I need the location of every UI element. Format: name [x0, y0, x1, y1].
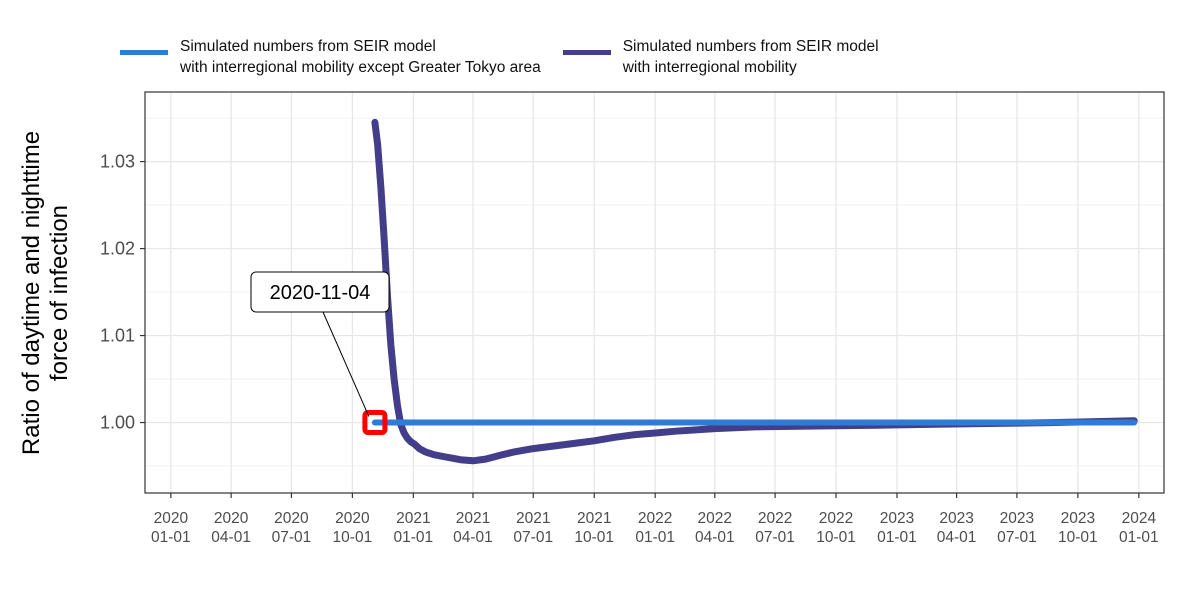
x-tick-label: 2020 04-01: [211, 510, 251, 546]
annotation-marker: [362, 410, 388, 436]
x-tick-label: 2024 01-01: [1119, 510, 1159, 546]
x-tick-label: 2022 10-01: [816, 510, 856, 546]
x-tick-label: 2023 10-01: [1058, 510, 1098, 546]
x-tick-label: 2021 10-01: [574, 510, 614, 546]
legend-item-except-tokyo: Simulated numbers from SEIR model with i…: [120, 36, 541, 78]
legend-key-except-tokyo: [120, 50, 168, 55]
series-line-full-mobility: [371, 118, 1138, 465]
x-tick-label: 2020 01-01: [151, 510, 191, 546]
x-tick-label: 2023 07-01: [997, 510, 1037, 546]
x-tick-label: 2022 01-01: [635, 510, 675, 546]
annotation-box: [250, 271, 390, 313]
y-axis-title: Ratio of daytime and nighttime force of …: [18, 130, 73, 456]
legend: Simulated numbers from SEIR model with i…: [120, 36, 879, 78]
x-tick-label: 2021 04-01: [453, 510, 493, 546]
x-tick-label: 2020 10-01: [333, 510, 373, 546]
plot-border: [144, 91, 1165, 494]
y-tick-label: 1.03: [100, 152, 135, 172]
annotation-label: 2020-11-04: [270, 282, 371, 304]
x-tick-label: 2021 07-01: [513, 510, 553, 546]
legend-label-full-mobility: Simulated numbers from SEIR model with i…: [622, 38, 879, 76]
legend-item-full-mobility: Simulated numbers from SEIR model with i…: [562, 36, 879, 78]
x-tick-label: 2020 07-01: [272, 510, 312, 546]
x-tick-label: 2023 01-01: [877, 510, 917, 546]
legend-label-except-tokyo: Simulated numbers from SEIR model with i…: [180, 38, 541, 76]
y-tick-label: 1.00: [100, 413, 135, 433]
annotation-leader-line: [322, 311, 370, 417]
x-tick-label: 2022 07-01: [755, 510, 795, 546]
y-tick-label: 1.02: [100, 239, 135, 259]
legend-key-full-mobility: [562, 50, 611, 55]
x-tick-label: 2022 04-01: [695, 510, 735, 546]
x-tick-label: 2023 04-01: [937, 510, 977, 546]
x-tick-label: 2021 01-01: [394, 510, 434, 546]
y-tick-label: 1.01: [100, 326, 135, 346]
